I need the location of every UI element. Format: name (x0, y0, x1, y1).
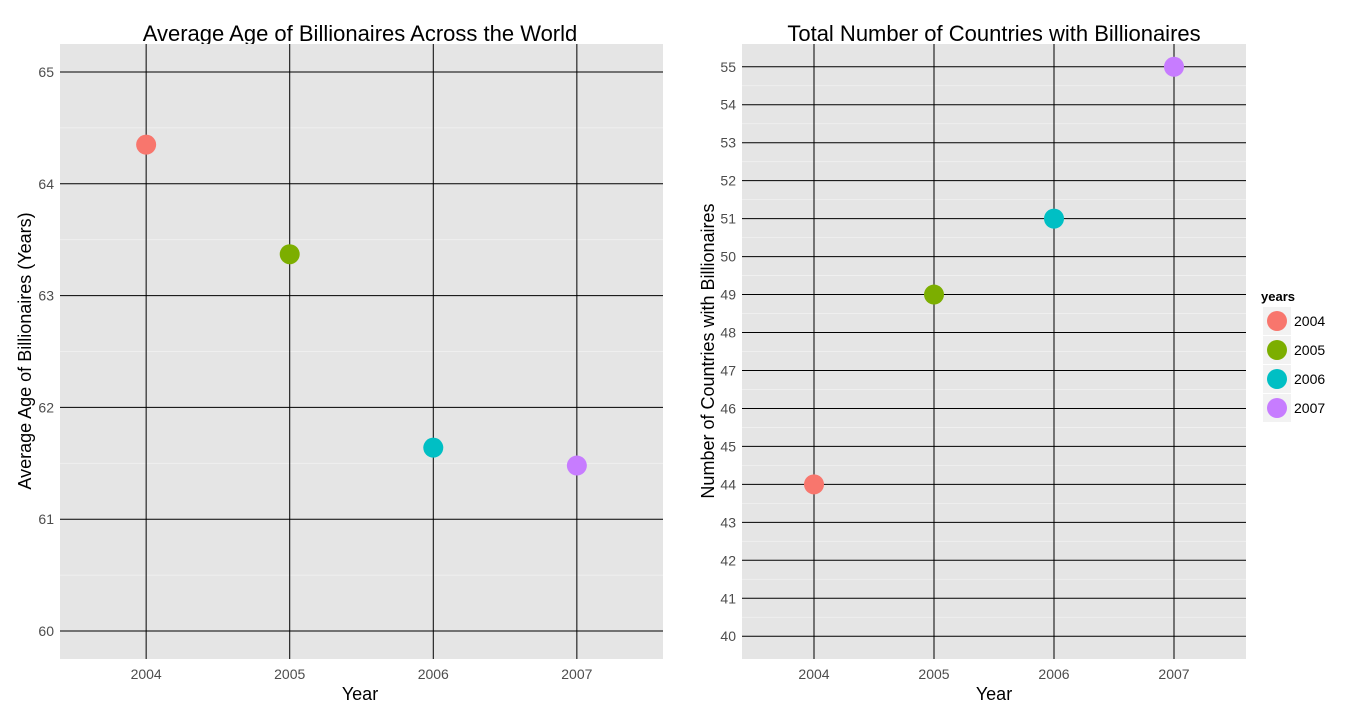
y-tick-label: 61 (38, 511, 54, 527)
legend-key-2005 (1267, 340, 1287, 360)
data-point-2004 (804, 474, 824, 495)
data-point-2005 (924, 284, 944, 305)
y-tick-label: 45 (720, 438, 736, 454)
x-tick-label: 2004 (798, 666, 829, 682)
y-axis-title: Average Age of Billionaires (Years) (15, 212, 35, 489)
y-tick-label: 48 (720, 325, 736, 341)
y-tick-label: 44 (720, 476, 736, 492)
grid (60, 44, 663, 659)
chart-title: Average Age of Billionaires Across the W… (143, 21, 578, 46)
y-tick-label: 60 (38, 623, 54, 639)
y-tick-label: 62 (38, 399, 54, 415)
grid (742, 44, 1246, 659)
legend-key-2007 (1267, 398, 1287, 418)
y-tick-label: 54 (720, 97, 736, 113)
y-tick-label: 43 (720, 514, 736, 530)
y-tick-label: 52 (720, 173, 736, 189)
avg-age-chart: Average Age of Billionaires Across the W… (15, 21, 663, 704)
data-points (136, 134, 587, 476)
tick-labels: 40 41 42 43 44 45 46 47 48 49 50 51 52 53 54 55 2004 2005… (720, 59, 1189, 682)
y-tick-label: 47 (720, 362, 736, 378)
legend-label: 2005 (1294, 342, 1325, 358)
data-point-2007 (1164, 56, 1184, 77)
y-tick-label: 42 (720, 552, 736, 568)
chart-title: Total Number of Countries with Billionai… (787, 21, 1200, 46)
data-point-2006 (423, 437, 444, 458)
x-tick-label: 2005 (918, 666, 949, 682)
data-point-2006 (1044, 208, 1064, 229)
legend-items: 2004 2005 2006 2007 (1263, 307, 1325, 422)
y-tick-label: 41 (720, 590, 736, 606)
y-tick-label: 46 (720, 400, 736, 416)
x-axis-title: Year (976, 684, 1012, 704)
y-tick-label: 63 (38, 288, 54, 304)
legend-label: 2006 (1294, 371, 1325, 387)
legend-key-2004 (1267, 311, 1287, 331)
x-tick-label: 2006 (418, 666, 449, 682)
y-tick-label: 51 (720, 211, 736, 227)
legend: years 2004 2005 2006 2007 (1261, 289, 1325, 422)
legend-title: years (1261, 289, 1295, 304)
tick-labels: 60 61 62 63 64 65 2004 2005 2006 2007 (38, 64, 592, 682)
data-point-2005 (279, 244, 300, 265)
x-tick-label: 2006 (1038, 666, 1069, 682)
data-points (804, 56, 1184, 495)
x-tick-label: 2007 (561, 666, 592, 682)
legend-label: 2004 (1294, 313, 1325, 329)
x-tick-label: 2005 (274, 666, 305, 682)
y-tick-label: 40 (720, 628, 736, 644)
y-tick-label: 64 (38, 176, 54, 192)
y-tick-label: 65 (38, 64, 54, 80)
x-tick-label: 2007 (1158, 666, 1189, 682)
y-tick-label: 55 (720, 59, 736, 75)
y-axis-title: Number of Countries with Billionaires (698, 203, 718, 498)
x-tick-label: 2004 (131, 666, 162, 682)
y-tick-label: 49 (720, 287, 736, 303)
legend-label: 2007 (1294, 400, 1325, 416)
data-point-2007 (566, 455, 587, 476)
y-tick-label: 50 (720, 249, 736, 265)
legend-key-2006 (1267, 369, 1287, 389)
y-tick-label: 53 (720, 135, 736, 151)
country-count-chart: Total Number of Countries with Billionai… (698, 21, 1246, 704)
data-point-2004 (136, 134, 157, 155)
x-axis-title: Year (342, 684, 378, 704)
